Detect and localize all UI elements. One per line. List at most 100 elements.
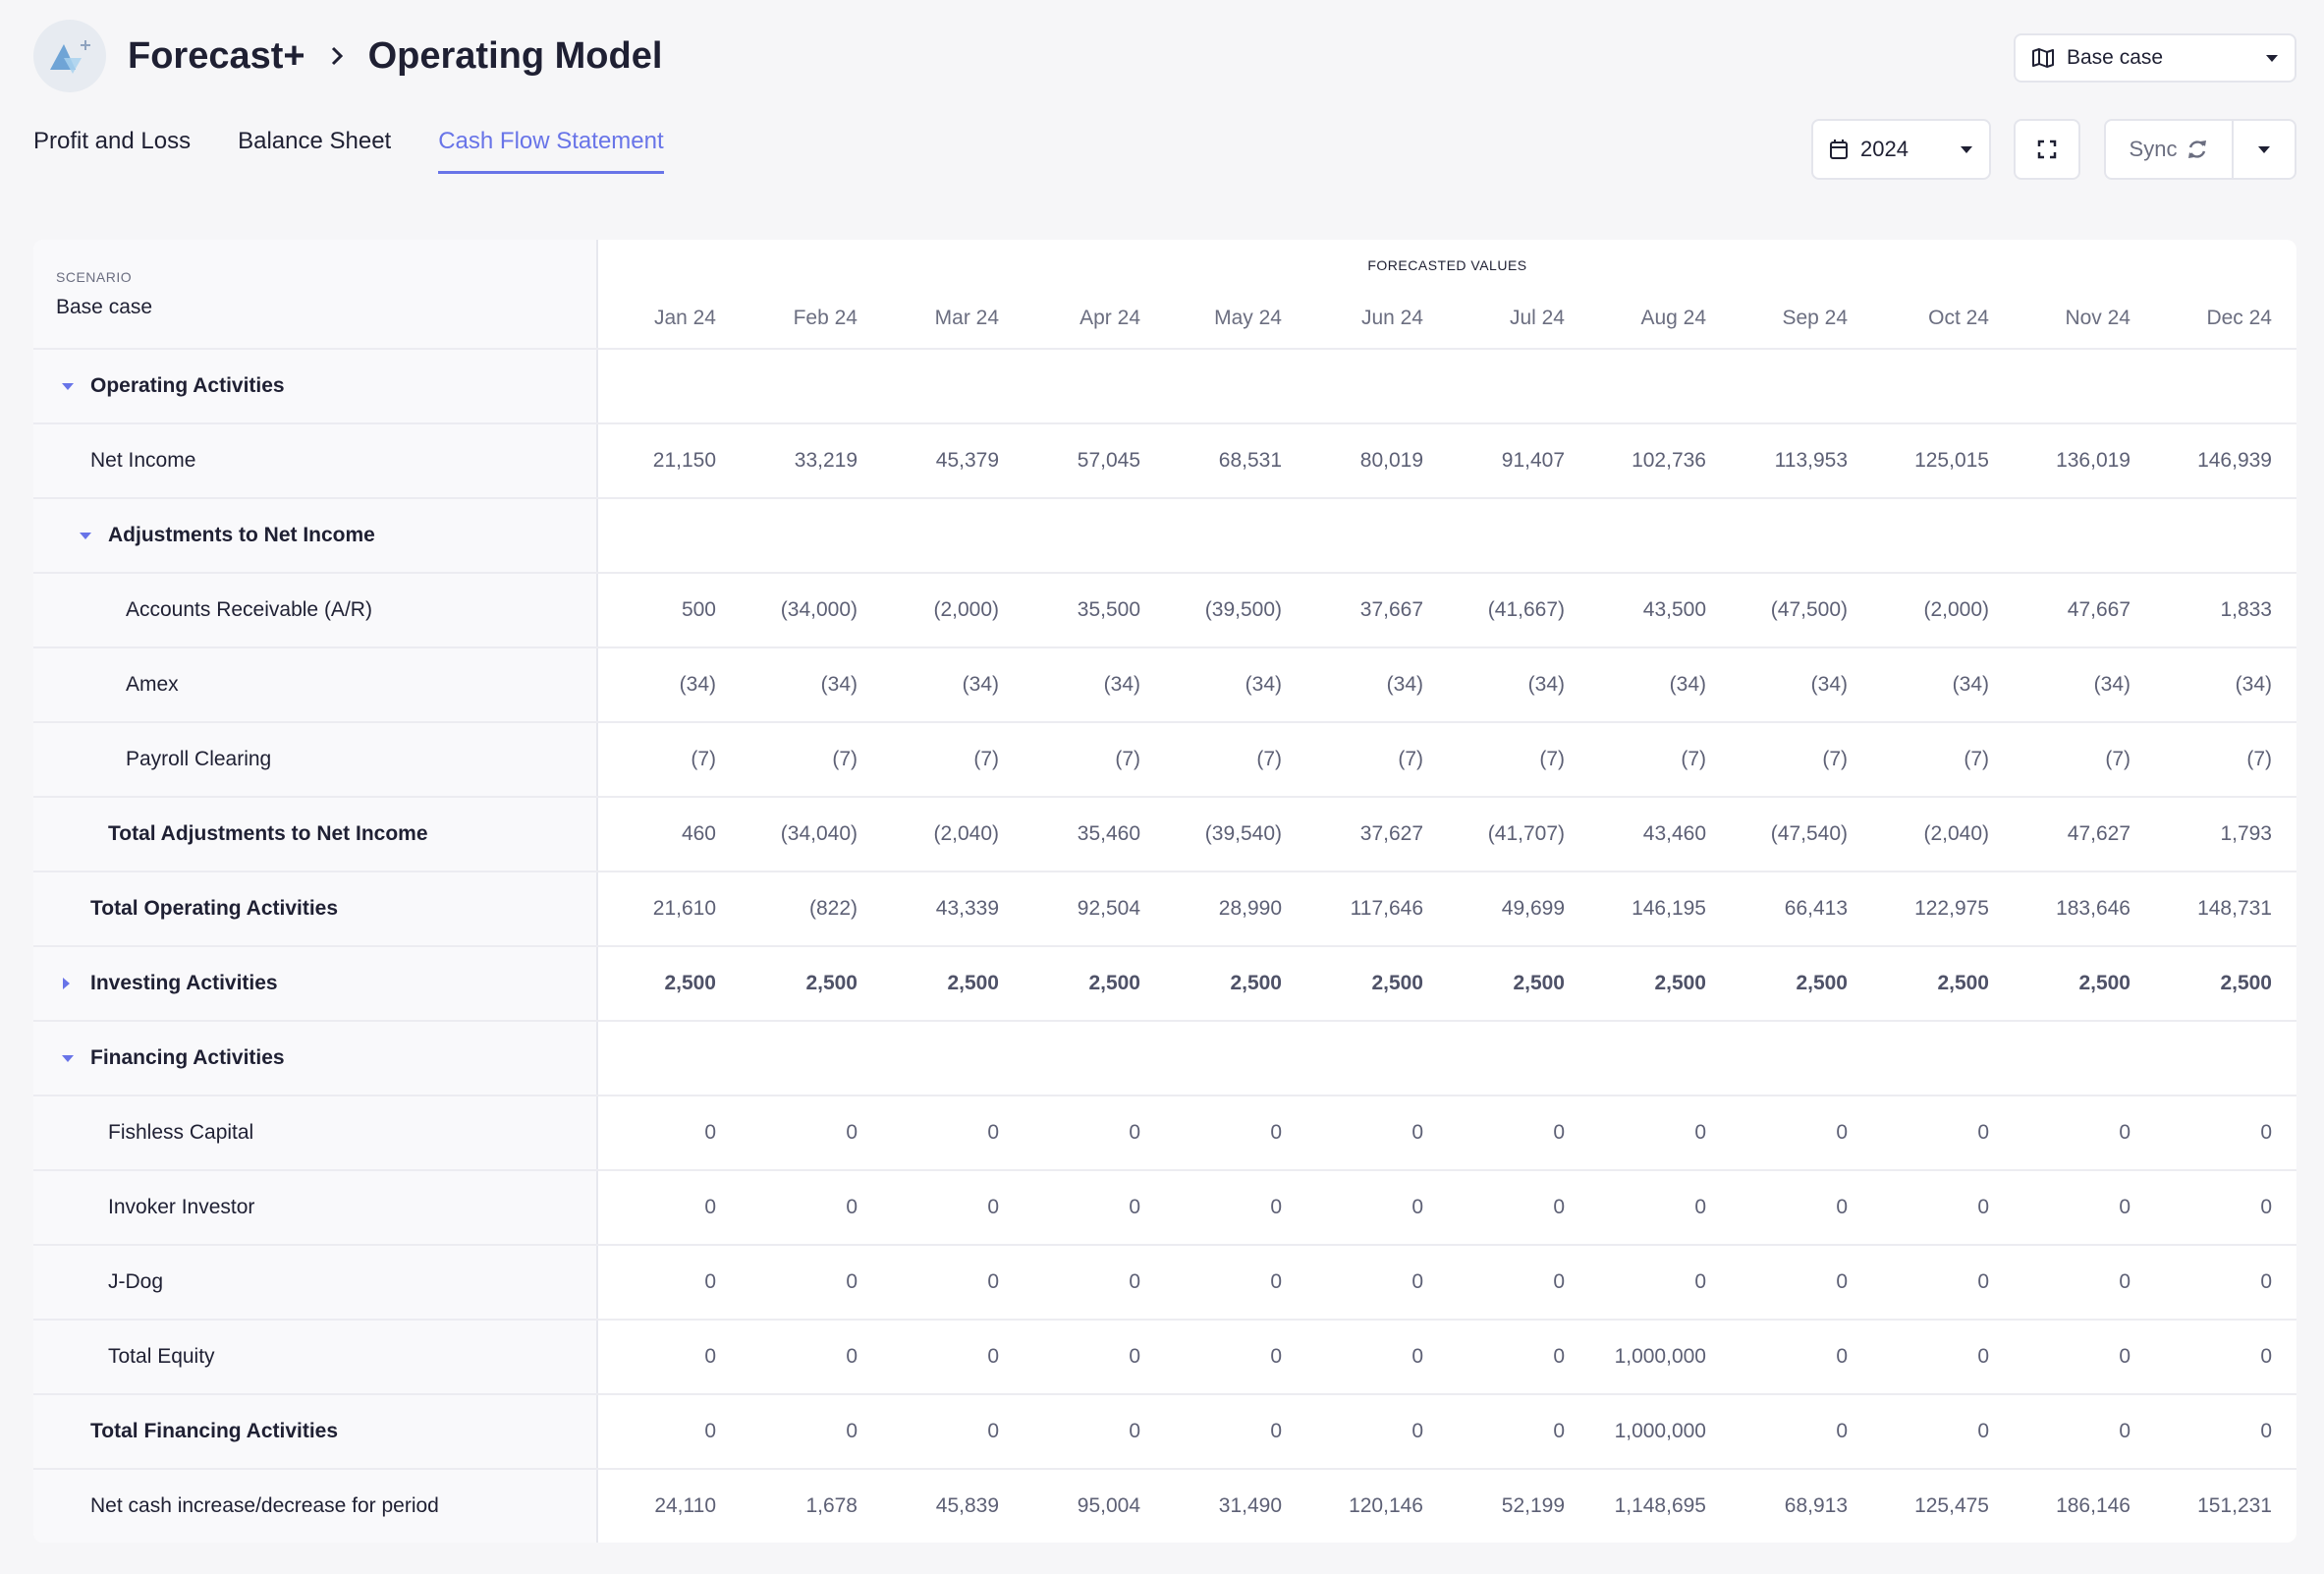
table-cell[interactable]: 0: [704, 1345, 716, 1368]
table-cell[interactable]: (34): [679, 673, 716, 696]
table-cell[interactable]: 0: [846, 1196, 858, 1218]
table-cell[interactable]: (39,500): [1204, 598, 1282, 621]
table-cell[interactable]: 1,148,695: [1614, 1494, 1706, 1517]
table-cell[interactable]: 0: [704, 1420, 716, 1442]
table-cell[interactable]: 136,019: [2056, 449, 2130, 472]
table-cell[interactable]: 0: [1836, 1196, 1848, 1218]
table-cell[interactable]: 0: [846, 1345, 858, 1368]
table-cell[interactable]: 0: [2119, 1121, 2130, 1144]
table-cell[interactable]: 43,339: [935, 897, 999, 920]
table-cell[interactable]: (7): [973, 748, 999, 770]
table-cell[interactable]: (2,000): [1923, 598, 1989, 621]
table-cell[interactable]: (2,040): [1923, 822, 1989, 845]
table-cell[interactable]: (7): [1822, 748, 1848, 770]
table-cell[interactable]: (34): [2093, 673, 2130, 696]
table-cell[interactable]: 0: [987, 1270, 999, 1293]
table-cell[interactable]: 0: [846, 1270, 858, 1293]
table-cell[interactable]: 0: [1270, 1345, 1282, 1368]
table-cell[interactable]: 66,413: [1784, 897, 1848, 920]
table-cell[interactable]: (34): [962, 673, 999, 696]
table-cell[interactable]: 0: [2119, 1420, 2130, 1442]
table-cell[interactable]: (822): [808, 897, 858, 920]
table-cell[interactable]: 151,231: [2197, 1494, 2272, 1517]
table-cell[interactable]: 2,500: [1796, 972, 1848, 994]
table-cell[interactable]: 57,045: [1077, 449, 1140, 472]
table-cell[interactable]: 0: [2119, 1196, 2130, 1218]
table-cell[interactable]: 1,833: [2220, 598, 2272, 621]
scenario-select[interactable]: Base case: [2014, 33, 2296, 83]
table-cell[interactable]: 1,793: [2220, 822, 2272, 845]
table-cell[interactable]: (39,540): [1204, 822, 1282, 845]
table-cell[interactable]: 0: [1411, 1420, 1423, 1442]
table-cell[interactable]: 91,407: [1501, 449, 1565, 472]
table-cell[interactable]: 0: [1553, 1345, 1565, 1368]
table-row[interactable]: Financing Activities: [33, 1022, 2296, 1096]
table-cell[interactable]: 0: [1977, 1345, 1989, 1368]
table-cell[interactable]: 49,699: [1501, 897, 1565, 920]
table-cell[interactable]: 120,146: [1349, 1494, 1423, 1517]
table-cell[interactable]: (7): [691, 748, 716, 770]
breadcrumb-app[interactable]: Forecast+: [128, 34, 305, 77]
table-cell[interactable]: 0: [2260, 1270, 2272, 1293]
table-cell[interactable]: (34): [1527, 673, 1565, 696]
table-cell[interactable]: (7): [1256, 748, 1282, 770]
table-cell[interactable]: (34): [1952, 673, 1989, 696]
table-cell[interactable]: 33,219: [794, 449, 858, 472]
table-cell[interactable]: (7): [832, 748, 858, 770]
table-cell[interactable]: 95,004: [1077, 1494, 1140, 1517]
table-cell[interactable]: 0: [1129, 1121, 1140, 1144]
table-cell[interactable]: 0: [2260, 1420, 2272, 1442]
table-cell[interactable]: (34,040): [780, 822, 858, 845]
table-cell[interactable]: (2,040): [933, 822, 999, 845]
table-cell[interactable]: 0: [987, 1420, 999, 1442]
table-row[interactable]: Adjustments to Net Income: [33, 499, 2296, 574]
year-select[interactable]: 2024: [1811, 119, 1991, 180]
table-cell[interactable]: 0: [1553, 1270, 1565, 1293]
table-cell[interactable]: 0: [1411, 1121, 1423, 1144]
table-cell[interactable]: 0: [1553, 1121, 1565, 1144]
table-cell[interactable]: 0: [704, 1121, 716, 1144]
table-cell[interactable]: (34,000): [780, 598, 858, 621]
table-cell[interactable]: 0: [704, 1270, 716, 1293]
table-cell[interactable]: 0: [1129, 1196, 1140, 1218]
table-cell[interactable]: 21,610: [652, 897, 716, 920]
table-cell[interactable]: (7): [1539, 748, 1565, 770]
table-cell[interactable]: 0: [1270, 1420, 1282, 1442]
table-cell[interactable]: 2,500: [1088, 972, 1140, 994]
table-cell[interactable]: 2,500: [2078, 972, 2130, 994]
table-cell[interactable]: (47,540): [1770, 822, 1848, 845]
table-cell[interactable]: (34): [1386, 673, 1423, 696]
table-cell[interactable]: 0: [1836, 1345, 1848, 1368]
table-cell[interactable]: 1,000,000: [1614, 1420, 1706, 1442]
table-cell[interactable]: 2,500: [1371, 972, 1423, 994]
table-cell[interactable]: 0: [1411, 1345, 1423, 1368]
table-cell[interactable]: 0: [1977, 1121, 1989, 1144]
table-cell[interactable]: 37,627: [1359, 822, 1423, 845]
table-cell[interactable]: 0: [1694, 1270, 1706, 1293]
table-cell[interactable]: 0: [2260, 1121, 2272, 1144]
caret-down-icon[interactable]: [61, 350, 75, 422]
tab-profit-and-loss[interactable]: Profit and Loss: [33, 128, 192, 154]
table-cell[interactable]: (34): [2235, 673, 2272, 696]
fullscreen-button[interactable]: [2014, 119, 2080, 180]
table-cell[interactable]: 45,839: [935, 1494, 999, 1517]
table-cell[interactable]: 47,627: [2067, 822, 2130, 845]
table-cell[interactable]: 0: [1553, 1420, 1565, 1442]
table-cell[interactable]: 52,199: [1501, 1494, 1565, 1517]
table-cell[interactable]: 0: [1129, 1420, 1140, 1442]
table-cell[interactable]: (34): [1103, 673, 1140, 696]
table-cell[interactable]: 500: [681, 598, 716, 621]
table-cell[interactable]: (34): [820, 673, 858, 696]
table-cell[interactable]: 0: [2119, 1270, 2130, 1293]
table-cell[interactable]: 35,460: [1077, 822, 1140, 845]
table-cell[interactable]: 21,150: [652, 449, 716, 472]
table-cell[interactable]: 0: [1836, 1270, 1848, 1293]
caret-down-icon[interactable]: [61, 1022, 75, 1095]
table-cell[interactable]: 45,379: [935, 449, 999, 472]
table-cell[interactable]: 0: [1411, 1196, 1423, 1218]
table-cell[interactable]: 1,000,000: [1614, 1345, 1706, 1368]
table-cell[interactable]: 0: [704, 1196, 716, 1218]
table-cell[interactable]: 0: [1270, 1270, 1282, 1293]
table-cell[interactable]: 148,731: [2197, 897, 2272, 920]
table-cell[interactable]: 68,913: [1784, 1494, 1848, 1517]
